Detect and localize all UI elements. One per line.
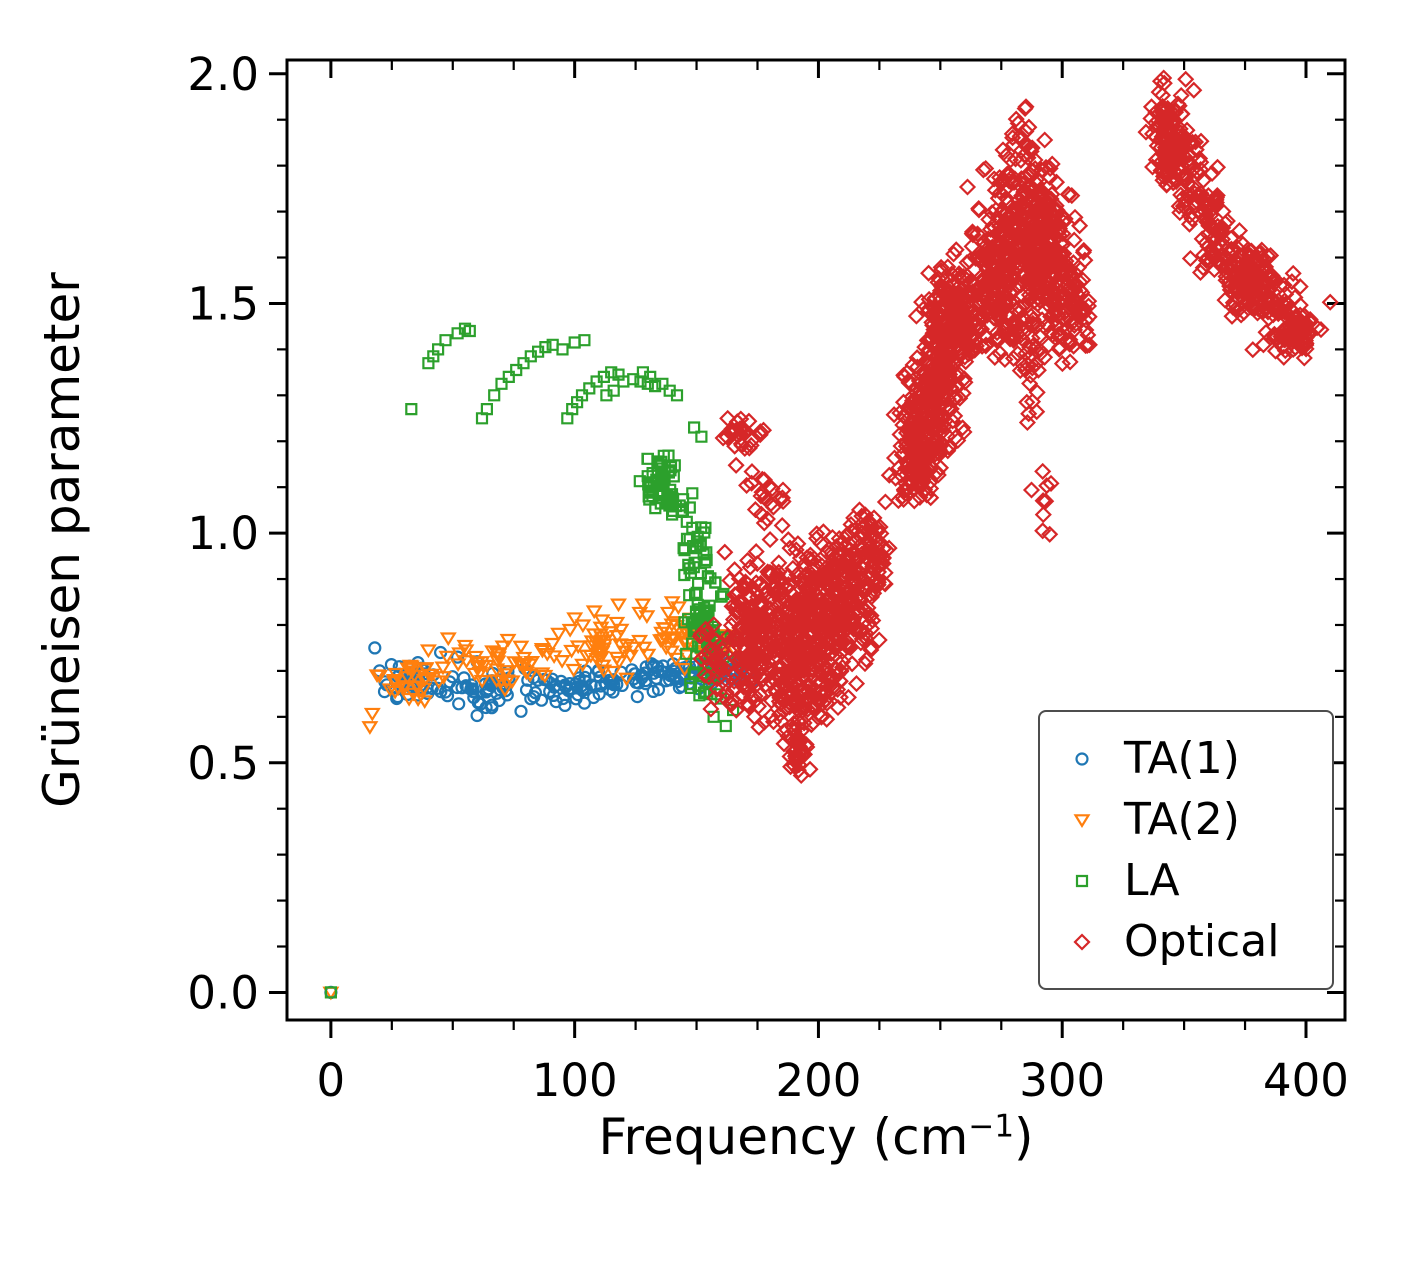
legend-item-ta1: TA(1)	[1064, 728, 1322, 789]
legend-marker-optical	[1073, 932, 1091, 951]
legend-label-ta2: TA(2)	[1124, 793, 1240, 845]
ta1-circle-icon	[1075, 751, 1089, 766]
x-tick-label: 300	[1019, 1054, 1105, 1107]
x-axis-label: Frequency (cm−1)	[287, 1108, 1345, 1166]
legend-label-la: LA	[1124, 854, 1180, 906]
y-axis-label-text: Grüneisen parameter	[33, 272, 91, 808]
legend-item-optical: Optical	[1064, 911, 1322, 972]
legend-marker-ta2	[1073, 813, 1091, 828]
x-tick-label: 0	[317, 1054, 346, 1107]
y-tick-label: 1.0	[187, 507, 259, 560]
legend-label-ta1: TA(1)	[1124, 732, 1240, 784]
series-layer	[322, 69, 1339, 1001]
legend: TA(1) TA(2) LA Optical	[1038, 710, 1334, 990]
y-tick-label: 1.5	[187, 277, 259, 330]
x-tick-label: 400	[1263, 1054, 1349, 1107]
legend-item-ta2: TA(2)	[1064, 789, 1322, 850]
x-axis-label-close: )	[1014, 1108, 1034, 1166]
legend-item-la: LA	[1064, 850, 1322, 911]
ta2-triangle-icon	[1073, 813, 1091, 828]
series-optical-points	[691, 69, 1339, 785]
optical-diamond-icon	[1073, 932, 1091, 951]
y-tick-label: 0.0	[187, 966, 259, 1019]
x-tick-label: 200	[775, 1054, 861, 1107]
x-axis-label-superscript: −1	[968, 1108, 1015, 1145]
legend-marker-la	[1075, 874, 1089, 887]
y-tick-label: 0.5	[187, 737, 259, 790]
x-tick-label: 100	[532, 1054, 618, 1107]
legend-label-optical: Optical	[1124, 915, 1280, 967]
y-axis-label: Grüneisen parameter	[33, 272, 91, 808]
legend-marker-ta1	[1075, 751, 1089, 766]
y-tick-label: 2.0	[187, 48, 259, 101]
series-ta2-points	[322, 596, 748, 1001]
x-axis-label-text: Frequency (cm	[598, 1108, 969, 1166]
la-square-icon	[1075, 874, 1089, 887]
plot-border	[285, 58, 1347, 1022]
